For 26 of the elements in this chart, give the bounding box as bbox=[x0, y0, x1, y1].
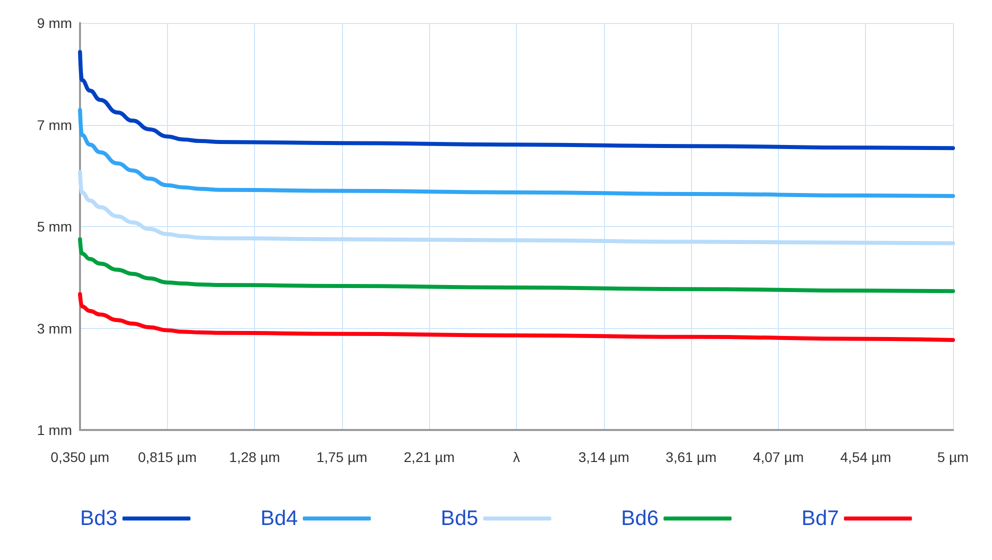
y-tick-label: 9 mm bbox=[37, 15, 72, 31]
line-series bbox=[78, 292, 955, 342]
x-tick-label: 1,75 µm bbox=[316, 449, 368, 465]
x-tick-label: 0,815 µm bbox=[138, 449, 197, 465]
y-tick-label: 7 mm bbox=[37, 116, 72, 133]
legend-label: Bd4 bbox=[260, 507, 298, 530]
x-tick-label: 0,350 µm bbox=[50, 449, 110, 465]
line-series bbox=[78, 50, 955, 150]
line-series bbox=[78, 170, 955, 246]
legend-label: Bd3 bbox=[80, 507, 118, 530]
y-tick-label: 1 mm bbox=[37, 422, 72, 438]
legend-label: Bd7 bbox=[802, 507, 839, 530]
legend-label: Bd5 bbox=[440, 507, 478, 530]
line-series bbox=[78, 108, 955, 198]
x-tick-label: λ bbox=[513, 449, 520, 465]
line-series bbox=[78, 237, 955, 294]
x-tick-label: 4,54 µm bbox=[840, 449, 892, 465]
x-tick-label: 3,14 µm bbox=[578, 449, 630, 465]
y-tick-label: 3 mm bbox=[37, 320, 72, 336]
legend-label: Bd6 bbox=[621, 507, 659, 530]
x-tick-label: 3,61 µm bbox=[666, 449, 717, 465]
x-tick-label: 2,21 µm bbox=[404, 449, 455, 465]
x-tick-label: 5 µm bbox=[937, 449, 969, 465]
x-tick-label: 4,07 µm bbox=[752, 449, 804, 465]
x-tick-label: 1,28 µm bbox=[229, 449, 280, 465]
y-tick-label: 5 mm bbox=[37, 218, 72, 234]
